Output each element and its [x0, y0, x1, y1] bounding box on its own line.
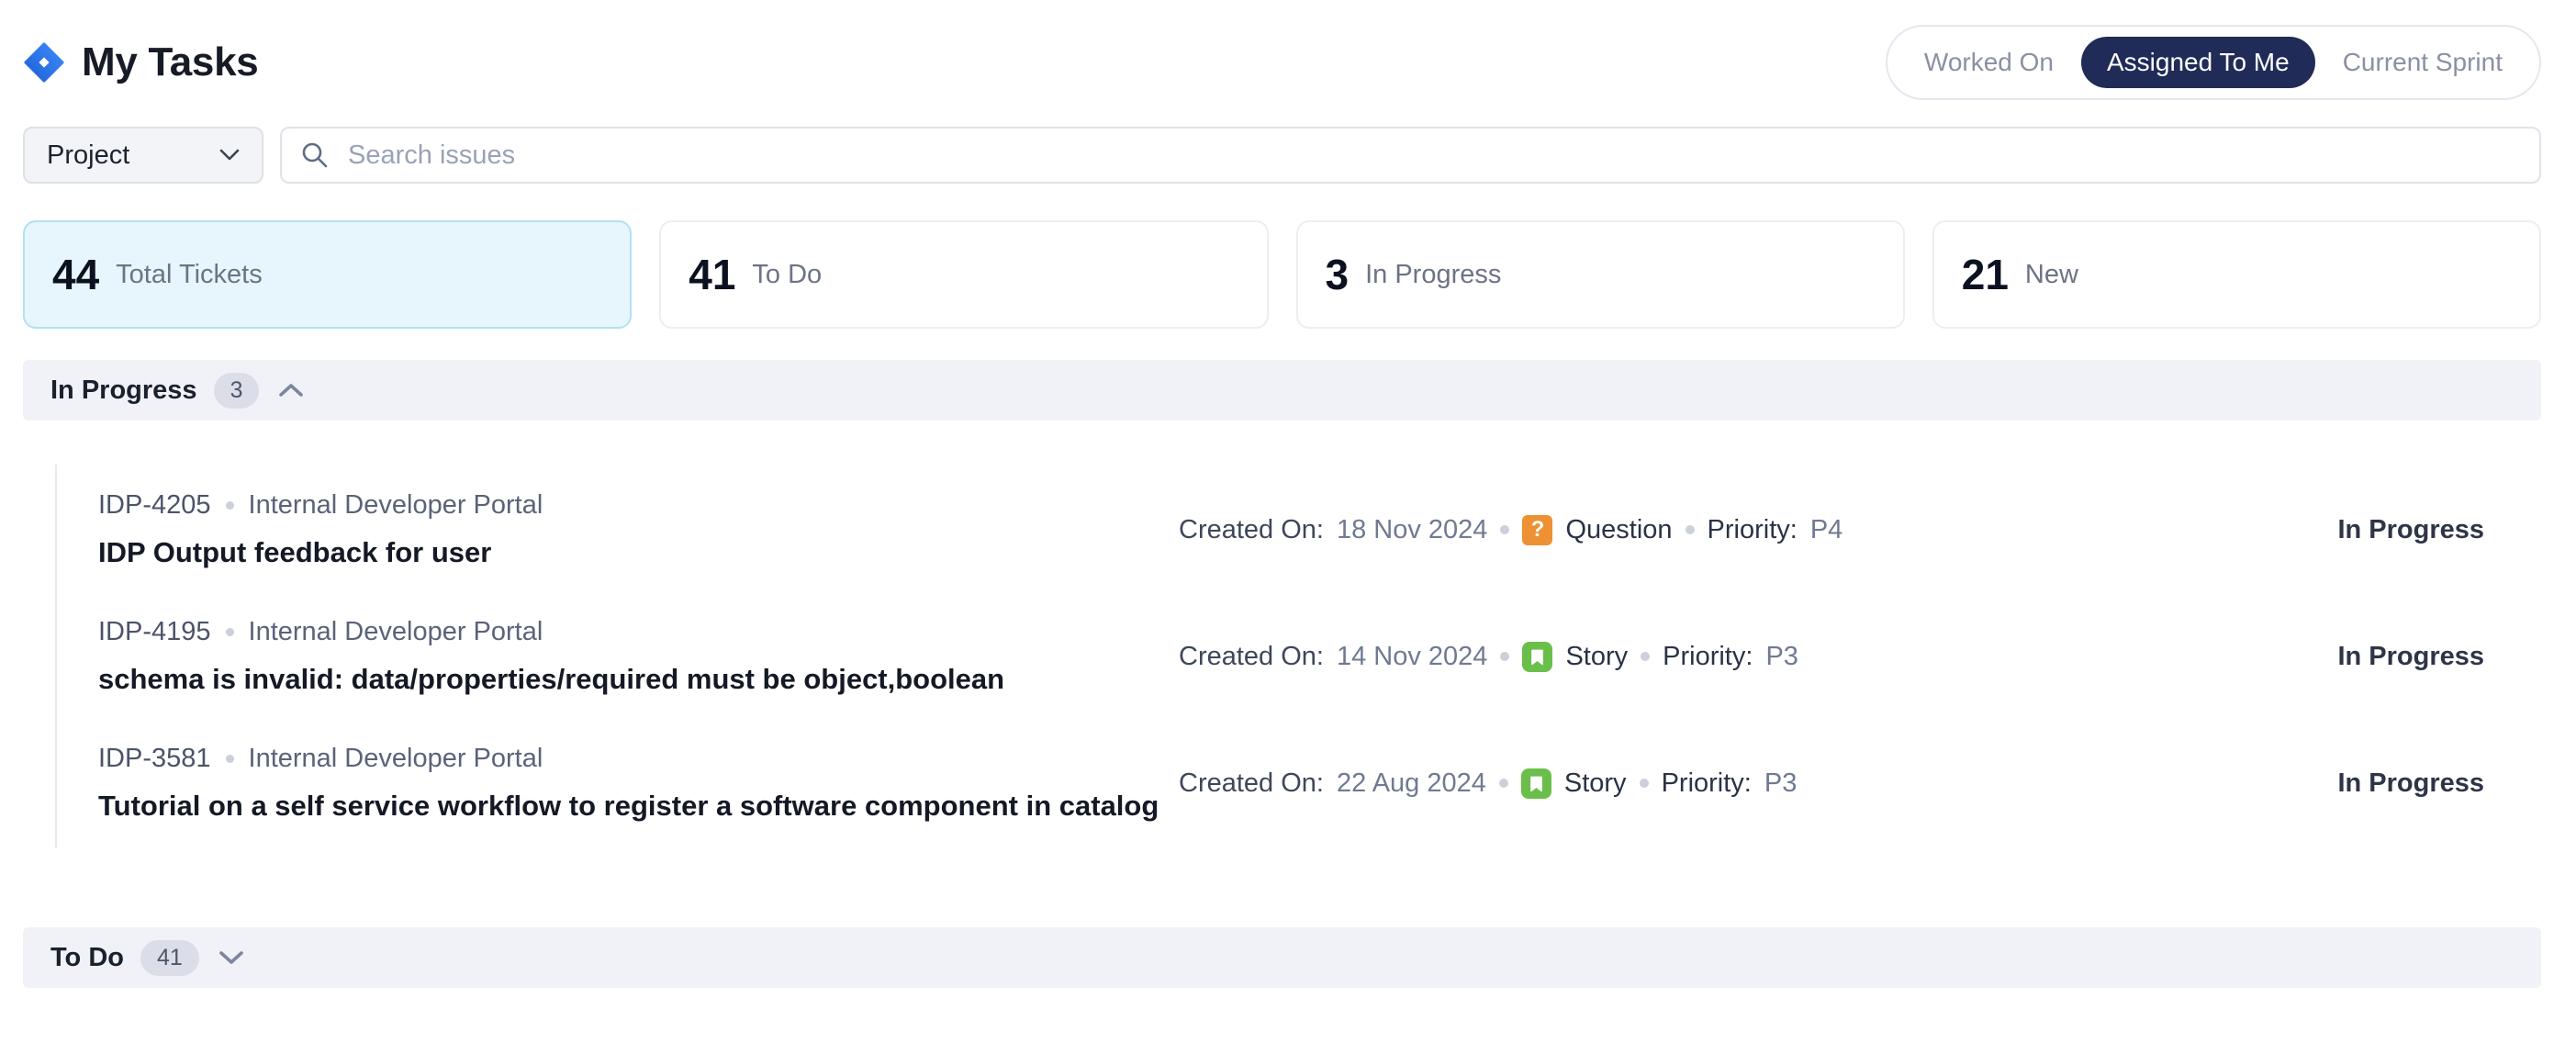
- stat-label: In Progress: [1365, 259, 1502, 289]
- stat-label: New: [2024, 259, 2078, 289]
- task-status: In Progress: [2337, 641, 2484, 671]
- task-type: Question: [1565, 514, 1673, 544]
- priority-value: P3: [1765, 641, 1798, 671]
- task-status: In Progress: [2337, 514, 2484, 544]
- created-on-label: Created On:: [1179, 514, 1324, 544]
- task-main: IDP-4205 Internal Developer Portal IDP O…: [98, 490, 1179, 569]
- page-title: My Tasks: [82, 39, 259, 84]
- dot-separator: [1498, 779, 1508, 788]
- dot-separator: [1500, 652, 1510, 661]
- section-header-in-progress[interactable]: In Progress 3: [23, 360, 2541, 420]
- created-on-label: Created On:: [1179, 768, 1324, 798]
- created-on-label: Created On:: [1179, 641, 1324, 671]
- priority-value: P3: [1764, 768, 1798, 798]
- question-icon: ?: [1522, 514, 1553, 545]
- task-list: IDP-4205 Internal Developer Portal IDP O…: [55, 465, 2541, 848]
- task-key: IDP-3581: [98, 744, 211, 773]
- project-dropdown-label: Project: [47, 140, 130, 170]
- task-meta: Created On: 14 Nov 2024 Story Priority: …: [1179, 641, 2100, 672]
- task-keyline: IDP-4205 Internal Developer Portal: [98, 490, 1179, 521]
- task-key: IDP-4205: [98, 490, 211, 520]
- stat-label: Total Tickets: [116, 259, 263, 289]
- jira-logo-icon: [23, 41, 65, 84]
- section-title: In Progress: [50, 375, 197, 405]
- tab-current-sprint[interactable]: Current Sprint: [2342, 48, 2503, 76]
- task-meta: Created On: 22 Aug 2024 Story Priority: …: [1179, 768, 2100, 799]
- task-row[interactable]: IDP-4205 Internal Developer Portal IDP O…: [98, 466, 2541, 593]
- story-icon: [1520, 768, 1551, 799]
- task-keyline: IDP-3581 Internal Developer Portal: [98, 744, 1179, 774]
- task-keyline: IDP-4195 Internal Developer Portal: [98, 617, 1179, 647]
- search-input[interactable]: [346, 139, 2521, 172]
- top-bar: My Tasks Worked On Assigned To Me Curren…: [23, 25, 2541, 100]
- task-row[interactable]: IDP-3581 Internal Developer Portal Tutor…: [98, 720, 2541, 847]
- section-header-to-do[interactable]: To Do 41: [23, 927, 2541, 988]
- priority-value: P4: [1809, 514, 1843, 544]
- section-count-badge: 3: [213, 372, 260, 409]
- filter-row: Project: [23, 127, 2541, 184]
- section-title: To Do: [50, 942, 124, 972]
- search-box: [280, 127, 2541, 184]
- dot-separator: [225, 501, 234, 510]
- task-status: In Progress: [2337, 768, 2484, 798]
- dot-separator: [1685, 525, 1695, 534]
- created-on-value: 18 Nov 2024: [1336, 514, 1488, 544]
- chevron-down-icon: [219, 149, 240, 162]
- created-on-value: 22 Aug 2024: [1336, 768, 1486, 798]
- stat-card-new[interactable]: 21 New: [1932, 220, 2541, 329]
- created-on-value: 14 Nov 2024: [1336, 641, 1488, 671]
- task-title: IDP Output feedback for user: [98, 536, 492, 568]
- stat-value: 44: [52, 251, 100, 298]
- view-tab-group: Worked On Assigned To Me Current Sprint: [1885, 25, 2541, 100]
- task-meta: Created On: 18 Nov 2024 ? Question Prior…: [1179, 514, 2100, 545]
- tab-assigned-to-me[interactable]: Assigned To Me: [2080, 37, 2315, 88]
- task-title: schema is invalid: data/properties/requi…: [98, 663, 1005, 695]
- search-icon: [300, 140, 330, 170]
- task-key: IDP-4195: [98, 617, 211, 646]
- story-icon: [1522, 641, 1553, 672]
- dot-separator: [225, 755, 234, 763]
- dot-separator: [1500, 525, 1510, 534]
- task-project: Internal Developer Portal: [248, 744, 543, 773]
- chevron-up-icon[interactable]: [277, 382, 305, 398]
- brand: My Tasks: [23, 39, 259, 85]
- stat-value: 41: [689, 251, 736, 298]
- task-project: Internal Developer Portal: [248, 490, 543, 520]
- task-project: Internal Developer Portal: [248, 617, 543, 646]
- stat-card-in-progress[interactable]: 3 In Progress: [1295, 220, 1905, 329]
- project-dropdown[interactable]: Project: [23, 127, 263, 184]
- dot-separator: [1639, 779, 1649, 788]
- task-type: Story: [1563, 768, 1627, 798]
- stat-card-total-tickets[interactable]: 44 Total Tickets: [23, 220, 633, 329]
- tab-worked-on[interactable]: Worked On: [1923, 48, 2054, 76]
- stat-card-to-do[interactable]: 41 To Do: [659, 220, 1269, 329]
- task-main: IDP-4195 Internal Developer Portal schem…: [98, 617, 1179, 696]
- chevron-down-icon[interactable]: [218, 949, 245, 966]
- priority-label: Priority:: [1661, 768, 1752, 798]
- task-title: Tutorial on a self service workflow to r…: [98, 790, 1159, 822]
- dot-separator: [1641, 652, 1651, 661]
- stat-value: 3: [1325, 251, 1350, 298]
- stat-label: To Do: [752, 259, 823, 289]
- task-main: IDP-3581 Internal Developer Portal Tutor…: [98, 744, 1179, 823]
- task-row[interactable]: IDP-4195 Internal Developer Portal schem…: [98, 593, 2541, 720]
- section-count-badge: 41: [140, 939, 199, 976]
- task-type: Story: [1565, 641, 1629, 671]
- stats-row: 44 Total Tickets 41 To Do 3 In Progress …: [23, 220, 2541, 329]
- dot-separator: [225, 628, 234, 636]
- priority-label: Priority:: [1707, 514, 1798, 544]
- stat-value: 21: [1961, 251, 2009, 298]
- priority-label: Priority:: [1663, 641, 1753, 671]
